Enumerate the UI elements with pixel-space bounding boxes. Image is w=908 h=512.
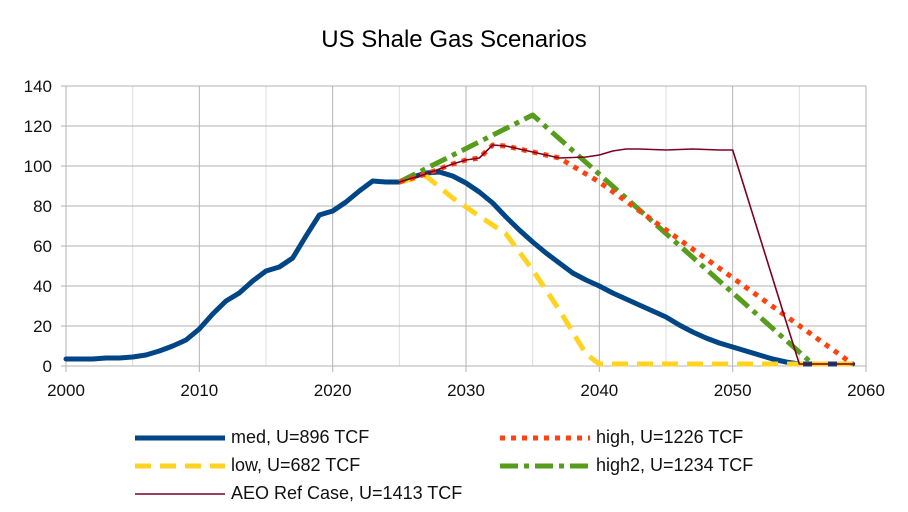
y-tick-label: 140 xyxy=(24,77,52,96)
x-tick-label: 2000 xyxy=(47,381,85,400)
series-line-4 xyxy=(398,144,854,365)
y-tick-label: 60 xyxy=(33,237,52,256)
x-tick-label: 2030 xyxy=(447,381,485,400)
x-tick-label: 2040 xyxy=(580,381,618,400)
series-line-1 xyxy=(398,142,855,367)
x-tick-label: 2050 xyxy=(714,381,752,400)
legend-label: high, U=1226 TCF xyxy=(596,427,744,447)
legend-label: AEO Ref Case, U=1413 TCF xyxy=(231,483,463,503)
x-tick-label: 2010 xyxy=(180,381,218,400)
legend-label: med, U=896 TCF xyxy=(231,427,370,447)
chart-title: US Shale Gas Scenarios xyxy=(321,26,587,53)
y-tick-label: 40 xyxy=(33,277,52,296)
y-tick-label: 120 xyxy=(24,117,52,136)
y-tick-label: 100 xyxy=(24,157,52,176)
series-lines xyxy=(63,112,856,367)
legend-label: high2, U=1234 TCF xyxy=(596,455,754,475)
y-tick-label: 20 xyxy=(33,317,52,336)
x-tick-label: 2060 xyxy=(847,381,885,400)
series-line-2 xyxy=(398,173,853,367)
legend-label: low, U=682 TCF xyxy=(231,455,361,475)
x-tick-label: 2020 xyxy=(314,381,352,400)
y-tick-label: 0 xyxy=(43,357,52,376)
grid xyxy=(61,85,867,372)
y-tick-label: 80 xyxy=(33,197,52,216)
series-line-0 xyxy=(63,169,856,367)
series-line-3 xyxy=(398,112,815,366)
legend-swatches xyxy=(135,435,590,495)
